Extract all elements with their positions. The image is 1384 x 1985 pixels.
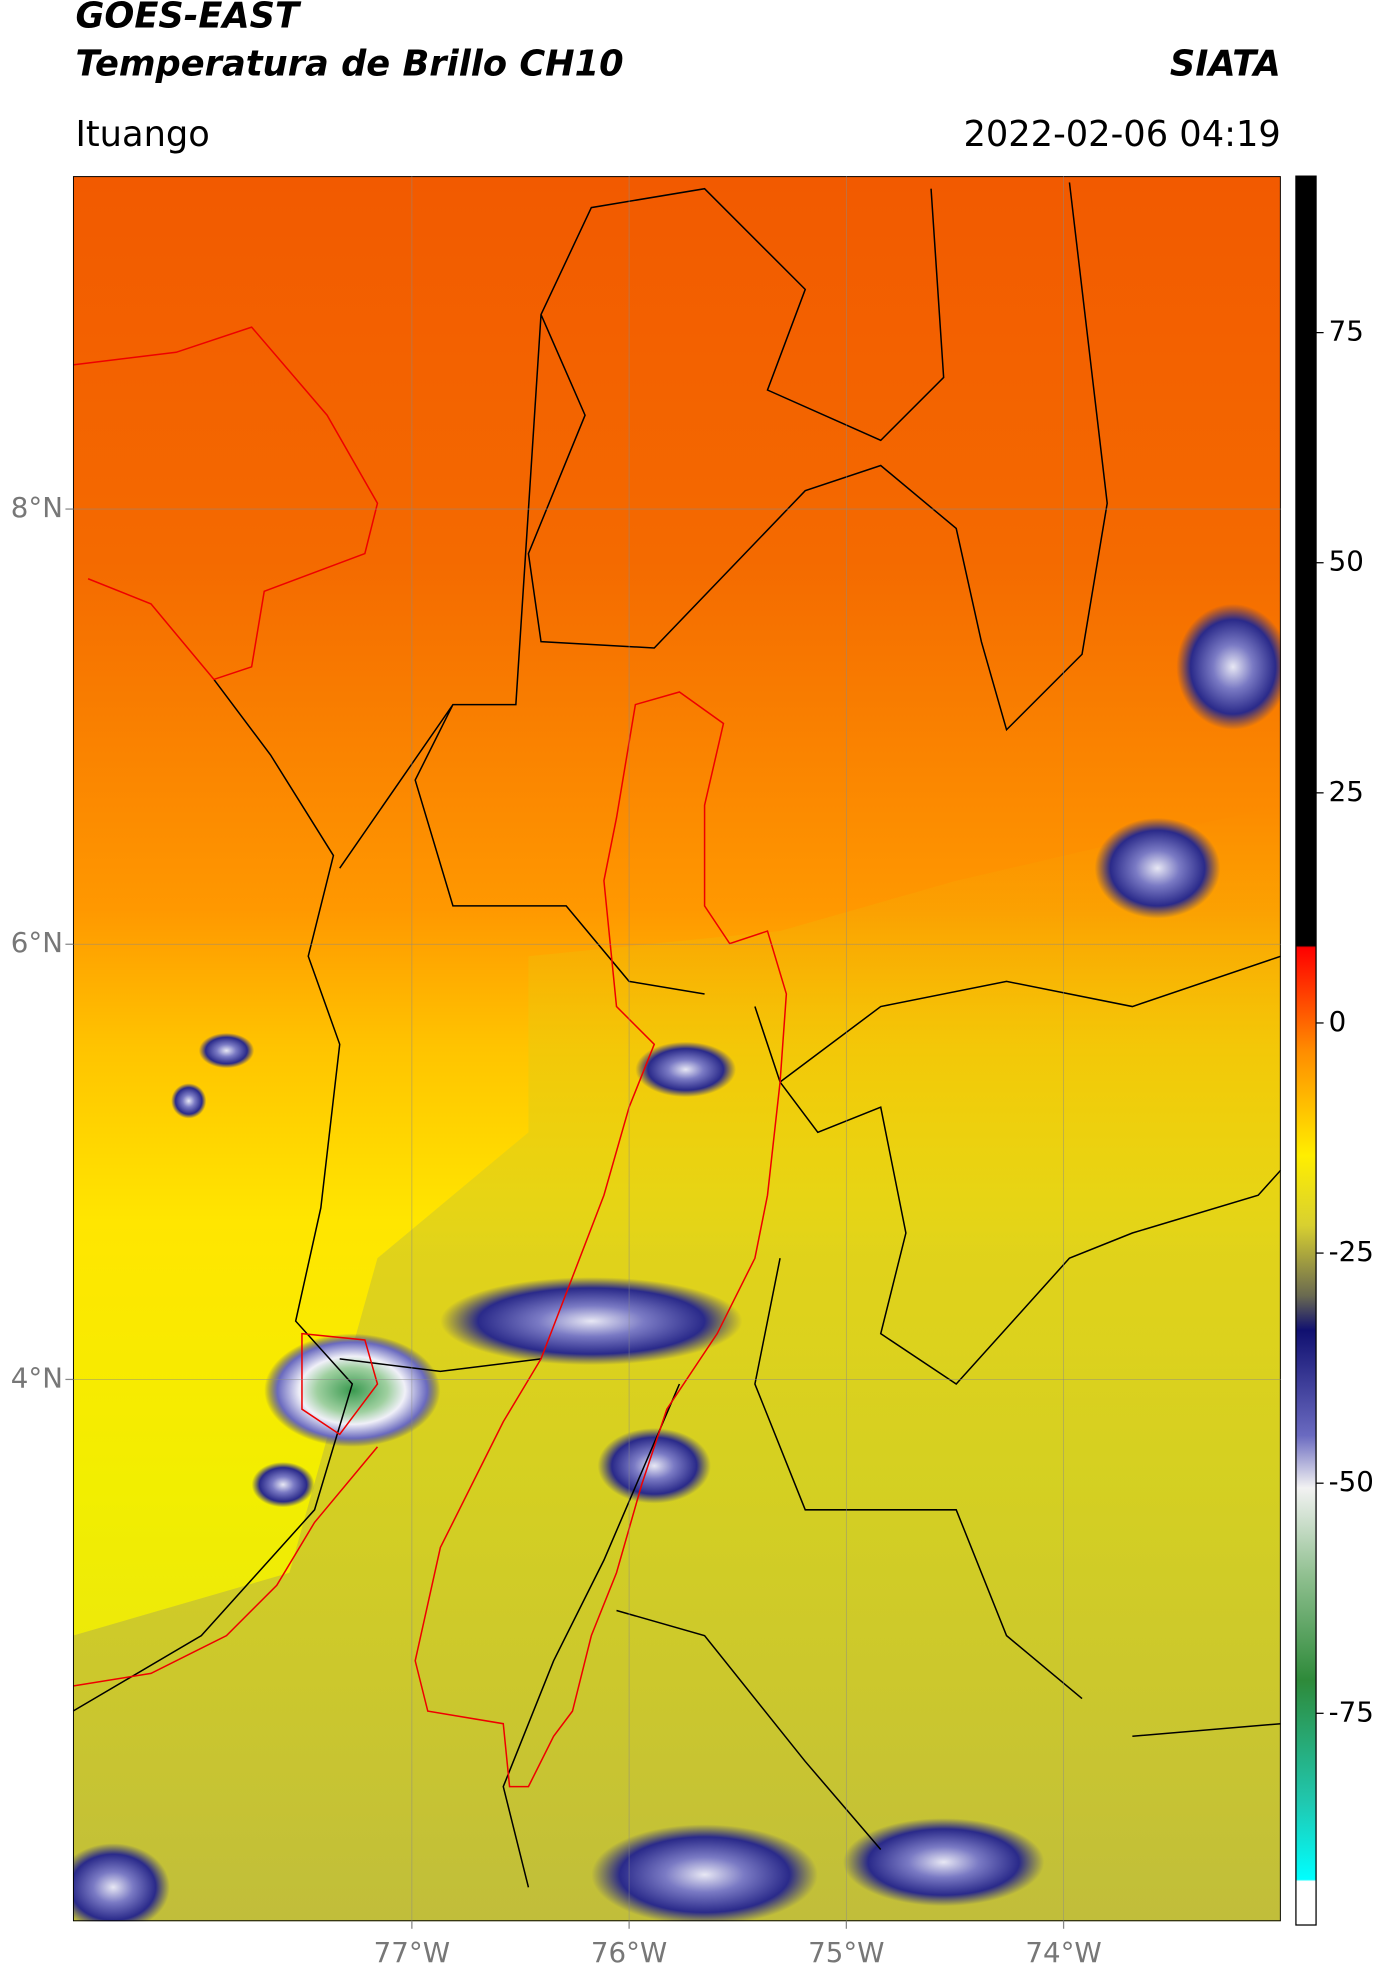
colorbar-tick-label: -75 [1329,1695,1374,1728]
location: Ituango [75,114,209,155]
x-tick-label: 75°W [808,1936,884,1969]
x-tick-label: 76°W [591,1936,667,1969]
y-tick-label: 8°N [11,491,63,524]
datetime: 2022-02-06 04:19 [963,114,1280,155]
title: GOES-EAST [75,0,302,37]
subtitle: Temperatura de Brillo CH10 [75,43,623,84]
colorbar-tick-label: 25 [1329,775,1364,808]
y-tick-label: 6°N [11,926,63,959]
colorbar-tick-label: 75 [1329,315,1364,348]
brand: SIATA [1170,43,1281,84]
x-tick-label: 74°W [1025,1936,1101,1969]
colorbar [1295,175,1317,1926]
y-tick-label: 4°N [11,1361,63,1394]
colorbar-tick-label: 50 [1329,545,1364,578]
x-tick-label: 77°W [374,1936,450,1969]
map-image [72,176,1281,1922]
colorbar-tick-label: -50 [1329,1465,1374,1498]
colorbar-tick-label: 0 [1329,1005,1347,1038]
colorbar-tick-label: -25 [1329,1235,1374,1268]
